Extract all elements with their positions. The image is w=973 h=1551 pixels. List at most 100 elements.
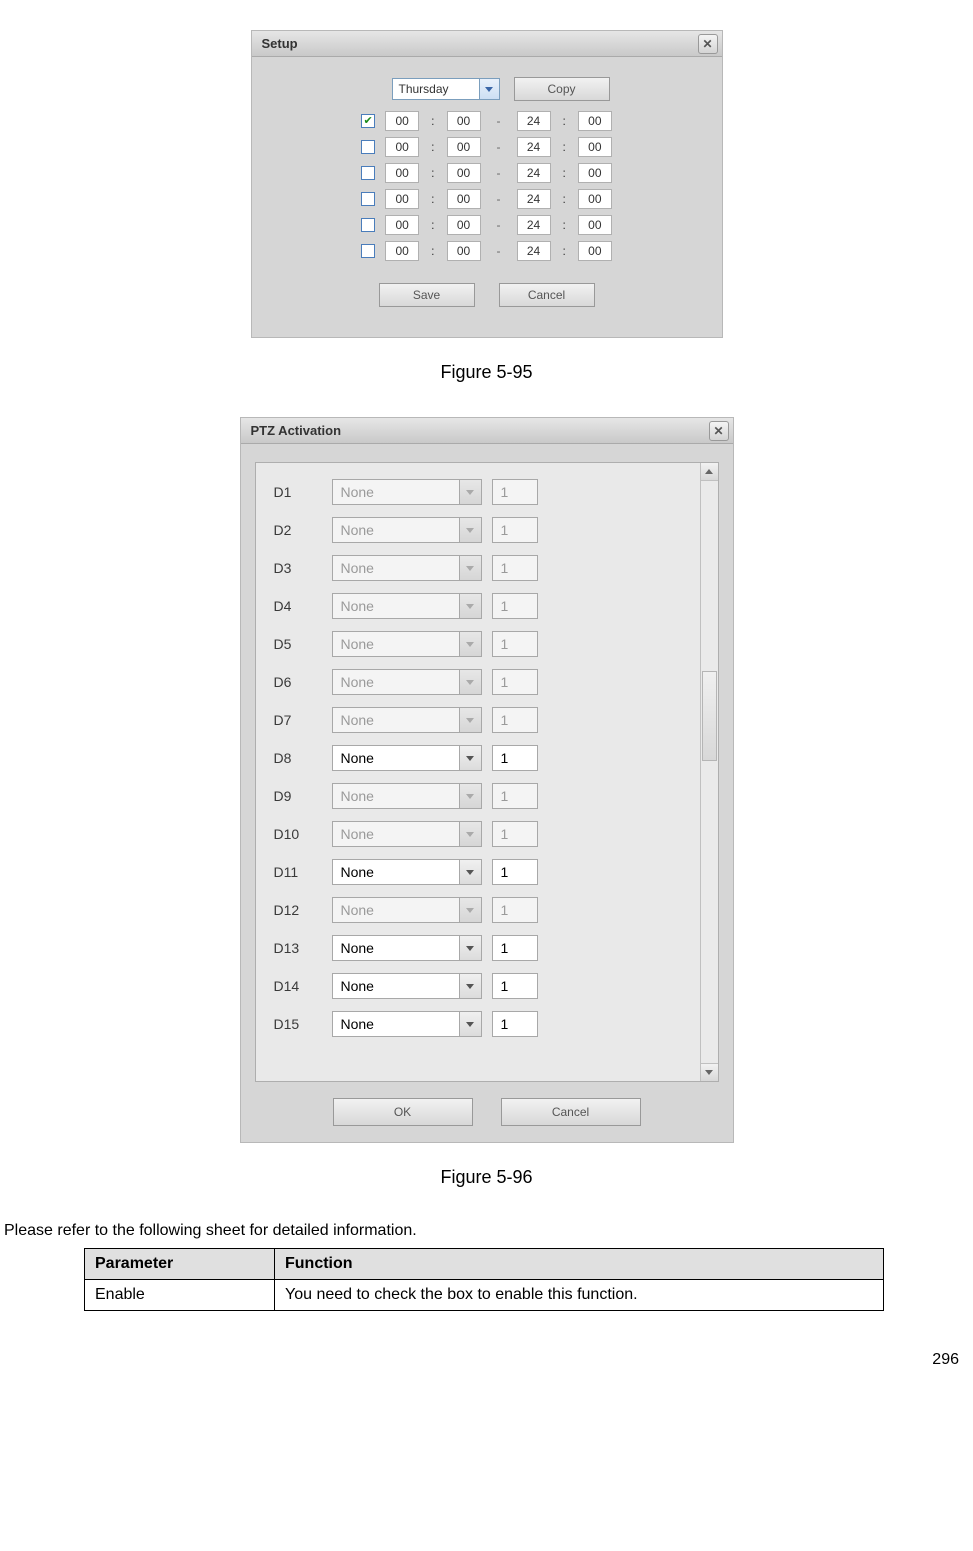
minute-start-input[interactable]: 00	[447, 241, 481, 261]
ptz-preset-select: None	[332, 783, 482, 809]
minute-start-input[interactable]: 00	[447, 189, 481, 209]
scroll-down-icon[interactable]	[701, 1063, 718, 1081]
hour-start-input[interactable]: 00	[385, 137, 419, 157]
minute-end-input[interactable]: 00	[578, 137, 612, 157]
minute-end-input[interactable]: 00	[578, 163, 612, 183]
scroll-track[interactable]	[701, 481, 718, 1063]
chevron-down-icon	[459, 708, 481, 732]
close-icon[interactable]: ✕	[709, 421, 729, 441]
ptz-number-input[interactable]: 1	[492, 1011, 538, 1037]
colon: :	[429, 166, 436, 180]
minute-end-input[interactable]: 00	[578, 111, 612, 131]
colon: :	[561, 192, 568, 206]
ptz-preset-select: None	[332, 517, 482, 543]
scrollbar[interactable]	[700, 463, 718, 1081]
hour-start-input[interactable]: 00	[385, 241, 419, 261]
hour-start-input[interactable]: 00	[385, 215, 419, 235]
ptz-preset-select: None	[332, 593, 482, 619]
chevron-down-icon	[459, 632, 481, 656]
time-row: 00:00-24:00	[361, 163, 612, 183]
ptz-preset-value: None	[333, 784, 459, 808]
colon: :	[429, 244, 436, 258]
hour-start-input[interactable]: 00	[385, 111, 419, 131]
ptz-number-input: 1	[492, 707, 538, 733]
minute-start-input[interactable]: 00	[447, 111, 481, 131]
hour-start-input[interactable]: 00	[385, 163, 419, 183]
ptz-number-input: 1	[492, 631, 538, 657]
ptz-row: D15None1	[274, 1005, 696, 1043]
chevron-down-icon[interactable]	[480, 78, 500, 100]
ptz-row: D10None1	[274, 815, 696, 853]
colon: :	[561, 140, 568, 154]
hour-end-input[interactable]: 24	[517, 111, 551, 131]
time-row-checkbox[interactable]	[361, 244, 375, 258]
time-row-checkbox[interactable]	[361, 218, 375, 232]
ptz-row: D11None 1	[274, 853, 696, 891]
time-row-checkbox[interactable]	[361, 166, 375, 180]
hour-end-input[interactable]: 24	[517, 163, 551, 183]
ptz-preset-select[interactable]: None	[332, 859, 482, 885]
ptz-preset-value: None	[333, 518, 459, 542]
ptz-number-input[interactable]: 1	[492, 935, 538, 961]
minute-end-input[interactable]: 00	[578, 241, 612, 261]
ptz-preset-value: None	[333, 936, 459, 960]
ptz-preset-select: None	[332, 821, 482, 847]
hour-end-input[interactable]: 24	[517, 241, 551, 261]
colon: :	[429, 218, 436, 232]
ptz-number-input[interactable]: 1	[492, 859, 538, 885]
minute-end-input[interactable]: 00	[578, 189, 612, 209]
ptz-channel-label: D6	[274, 674, 332, 690]
colon: :	[561, 218, 568, 232]
hour-end-input[interactable]: 24	[517, 215, 551, 235]
chevron-down-icon[interactable]	[459, 936, 481, 960]
chevron-down-icon	[459, 822, 481, 846]
ptz-titlebar: PTZ Activation ✕	[241, 418, 733, 444]
ptz-channel-label: D11	[274, 864, 332, 880]
cancel-button[interactable]: Cancel	[499, 283, 595, 307]
day-select-value: Thursday	[392, 78, 480, 100]
ptz-preset-value: None	[333, 860, 459, 884]
ptz-preset-select[interactable]: None	[332, 935, 482, 961]
hour-start-input[interactable]: 00	[385, 189, 419, 209]
colon: :	[561, 114, 568, 128]
ptz-preset-value: None	[333, 594, 459, 618]
ptz-preset-value: None	[333, 1012, 459, 1036]
table-cell: You need to check the box to enable this…	[275, 1280, 884, 1311]
ptz-preset-select[interactable]: None	[332, 745, 482, 771]
minute-start-input[interactable]: 00	[447, 163, 481, 183]
day-select[interactable]: Thursday	[392, 78, 500, 100]
chevron-down-icon[interactable]	[459, 860, 481, 884]
ptz-number-input[interactable]: 1	[492, 973, 538, 999]
chevron-down-icon	[459, 594, 481, 618]
minute-end-input[interactable]: 00	[578, 215, 612, 235]
ptz-number-input[interactable]: 1	[492, 745, 538, 771]
dash: -	[491, 244, 507, 258]
ptz-channel-label: D8	[274, 750, 332, 766]
ptz-number-input: 1	[492, 669, 538, 695]
time-row-checkbox[interactable]	[361, 140, 375, 154]
chevron-down-icon	[459, 898, 481, 922]
save-button[interactable]: Save	[379, 283, 475, 307]
close-icon[interactable]: ✕	[698, 34, 718, 54]
ptz-preset-select[interactable]: None	[332, 973, 482, 999]
time-row-checkbox[interactable]	[361, 114, 375, 128]
scroll-up-icon[interactable]	[701, 463, 718, 481]
setup-dialog: Setup ✕ Thursday Copy 00:00-24:0000:00-2…	[251, 30, 723, 338]
ptz-preset-select[interactable]: None	[332, 1011, 482, 1037]
cancel-button[interactable]: Cancel	[501, 1098, 641, 1126]
chevron-down-icon[interactable]	[459, 974, 481, 998]
ok-button[interactable]: OK	[333, 1098, 473, 1126]
minute-start-input[interactable]: 00	[447, 137, 481, 157]
ptz-preset-value: None	[333, 746, 459, 770]
ptz-row: D12None1	[274, 891, 696, 929]
time-row-checkbox[interactable]	[361, 192, 375, 206]
chevron-down-icon[interactable]	[459, 1012, 481, 1036]
hour-end-input[interactable]: 24	[517, 137, 551, 157]
setup-title: Setup	[262, 36, 298, 51]
scroll-thumb[interactable]	[702, 671, 717, 761]
hour-end-input[interactable]: 24	[517, 189, 551, 209]
minute-start-input[interactable]: 00	[447, 215, 481, 235]
chevron-down-icon[interactable]	[459, 746, 481, 770]
copy-button[interactable]: Copy	[514, 77, 610, 101]
ptz-channel-label: D12	[274, 902, 332, 918]
